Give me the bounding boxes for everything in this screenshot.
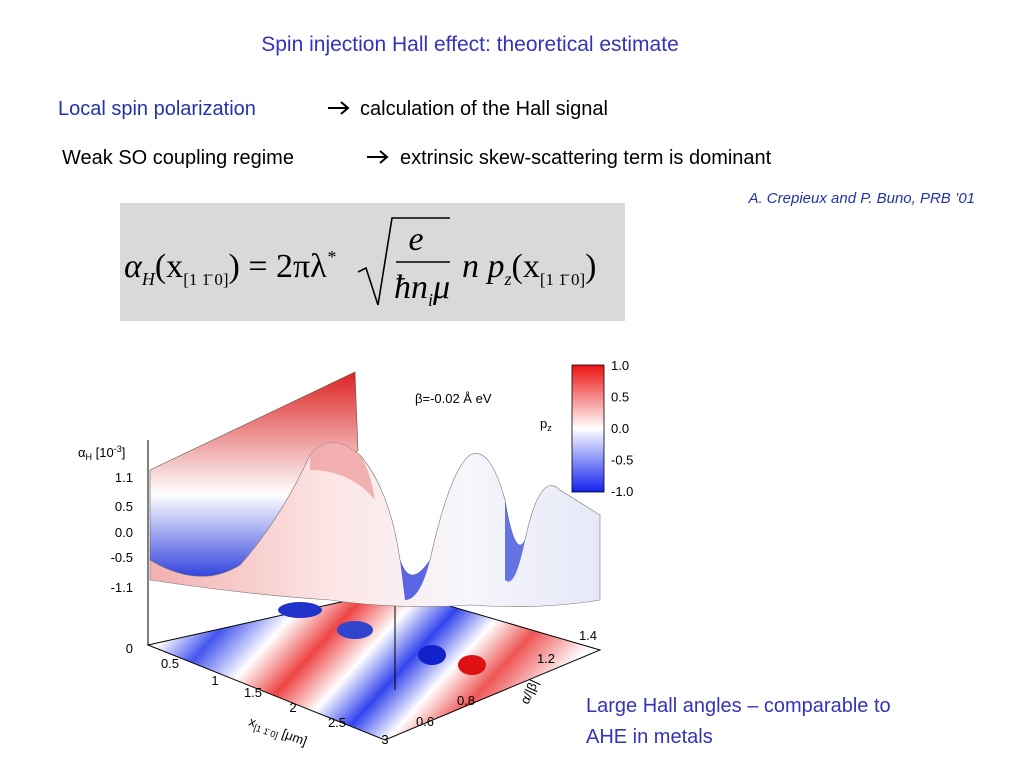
map-spot bbox=[418, 645, 446, 665]
z-tick-label: 1.4 bbox=[579, 628, 597, 643]
formula: αH(x[1 1̄ 0]) = 2πλ* e ħniμ n pz(x[1 1̄ … bbox=[124, 217, 597, 310]
surface-peak bbox=[310, 442, 375, 500]
subscript: z bbox=[504, 269, 512, 289]
colorbar-tick-label: 0.0 bbox=[611, 421, 629, 436]
subscript: [1 1̄ 0] bbox=[540, 270, 585, 289]
z-tick-label: 0.6 bbox=[416, 714, 434, 729]
conclusion-line: Large Hall angles – comparable to bbox=[586, 695, 891, 717]
y-tick-label: 0 bbox=[126, 641, 133, 656]
surface-plot bbox=[146, 364, 605, 741]
subscript: H bbox=[141, 269, 156, 289]
subscript: [1 1̄ 0] bbox=[183, 270, 228, 289]
plot-labels: αH [10-3] β=-0.02 Å eV pz x[1 1̄ 0] [μm]… bbox=[78, 358, 633, 751]
surface-dip bbox=[505, 500, 525, 582]
sqrt-sign bbox=[357, 217, 450, 306]
text: [μm] bbox=[277, 725, 310, 749]
colorbar-label: pz bbox=[540, 416, 552, 433]
citation: A. Crepieux and P. Buno, PRB ’01 bbox=[747, 190, 975, 207]
symbol: n p bbox=[462, 248, 505, 285]
line1-left: Local spin polarization bbox=[58, 98, 256, 120]
y-axis-label: αH [10-3] bbox=[78, 444, 125, 462]
symbol: α bbox=[124, 248, 143, 285]
subscript: i bbox=[428, 290, 433, 310]
line2-right: extrinsic skew-scattering term is domina… bbox=[400, 147, 772, 169]
line1-right: calculation of the Hall signal bbox=[360, 98, 608, 120]
x-tick-label: 2 bbox=[289, 700, 296, 715]
arrow bbox=[328, 101, 350, 115]
z-tick-label: 1.2 bbox=[537, 651, 555, 666]
surface bbox=[149, 442, 601, 607]
x-tick-label: 0.5 bbox=[161, 656, 179, 671]
colorbar-tick-label: 0.5 bbox=[611, 390, 629, 405]
formula-rhs: n pz(x[1 1̄ 0]) bbox=[462, 248, 597, 289]
colorbar-tick-label: 1.0 bbox=[611, 358, 629, 373]
colorbar-tick-label: -1.0 bbox=[611, 484, 633, 499]
arrow bbox=[367, 150, 389, 164]
subscript: z bbox=[547, 423, 552, 433]
x-tick-label: 1.5 bbox=[244, 685, 262, 700]
y-tick-label: 0.0 bbox=[115, 525, 133, 540]
surface-dip bbox=[400, 560, 430, 600]
formula-box bbox=[120, 203, 625, 321]
symbol: ħn bbox=[394, 269, 428, 306]
y-tick-label: 0.5 bbox=[115, 499, 133, 514]
y-tick-label: -0.5 bbox=[111, 550, 133, 565]
superscript: * bbox=[327, 247, 336, 267]
x-axis-label: x[1 1̄ 0] [μm] bbox=[246, 714, 309, 751]
paren: (x bbox=[512, 248, 540, 285]
paren: (x bbox=[155, 248, 183, 285]
conclusion-line: AHE in metals bbox=[586, 726, 713, 748]
floor-map bbox=[146, 589, 602, 741]
denominator: ħniμ bbox=[394, 269, 450, 310]
symbol: p bbox=[540, 416, 547, 431]
map-spot bbox=[278, 602, 322, 618]
z-tick-label: 0.8 bbox=[457, 693, 475, 708]
subscript: [1 1̄ 0] bbox=[252, 723, 279, 741]
symbol: α bbox=[78, 445, 86, 460]
numerator: e bbox=[408, 221, 423, 258]
map-spot bbox=[337, 621, 373, 639]
paren: ) bbox=[585, 248, 596, 285]
map-spot bbox=[458, 655, 486, 675]
line2-left: Weak SO coupling regime bbox=[62, 147, 294, 169]
colorbar bbox=[571, 364, 605, 493]
title: Spin injection Hall effect: theoretical … bbox=[261, 33, 679, 56]
annotation: β=-0.02 Å eV bbox=[415, 391, 492, 406]
x-tick-label: 2.5 bbox=[328, 715, 346, 730]
formula-lhs: αH(x[1 1̄ 0]) = 2πλ* bbox=[124, 247, 336, 289]
y-tick-label: -1.1 bbox=[111, 580, 133, 595]
colorbar-tick-label: -0.5 bbox=[611, 453, 633, 468]
text: ] bbox=[122, 445, 126, 460]
text: [10 bbox=[92, 445, 114, 460]
y-tick-label: 1.1 bbox=[115, 470, 133, 485]
subscript: H bbox=[86, 452, 93, 462]
symbol: ) = 2πλ bbox=[229, 248, 328, 285]
symbol: μ bbox=[432, 269, 450, 306]
symbol: x bbox=[247, 714, 259, 730]
x-tick-label: 3 bbox=[381, 732, 388, 747]
x-tick-label: 1 bbox=[211, 673, 218, 688]
superscript: -3 bbox=[114, 444, 122, 454]
